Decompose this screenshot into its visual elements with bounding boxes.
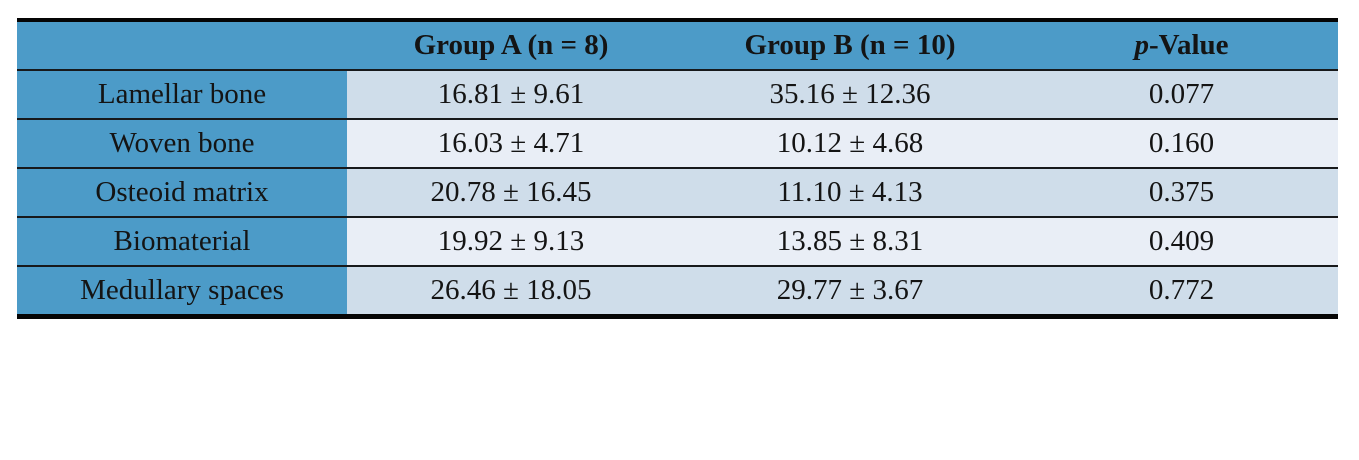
group-b-value: 13.85 ± 8.31	[675, 216, 1025, 266]
row-label: Lamellar bone	[17, 69, 347, 119]
group-a-value: 26.46 ± 18.05	[347, 265, 675, 317]
group-a-value: 16.03 ± 4.71	[347, 118, 675, 168]
header-p-value: p-Value	[1025, 19, 1338, 70]
header-row: Group A (n = 8) Group B (n = 10) p-Value	[17, 19, 1338, 70]
p-value: 0.375	[1025, 167, 1338, 217]
group-b-value: 10.12 ± 4.68	[675, 118, 1025, 168]
row-label: Osteoid matrix	[17, 167, 347, 217]
group-b-value: 29.77 ± 3.67	[675, 265, 1025, 317]
group-b-value: 35.16 ± 12.36	[675, 69, 1025, 119]
table-row-osteoid-matrix: Osteoid matrix 20.78 ± 16.45 11.10 ± 4.1…	[17, 167, 1338, 217]
p-value: 0.772	[1025, 265, 1338, 317]
p-value: 0.077	[1025, 69, 1338, 119]
group-a-value: 20.78 ± 16.45	[347, 167, 675, 217]
group-a-value: 19.92 ± 9.13	[347, 216, 675, 266]
table-row-lamellar-bone: Lamellar bone 16.81 ± 9.61 35.16 ± 12.36…	[17, 69, 1338, 119]
group-b-value: 11.10 ± 4.13	[675, 167, 1025, 217]
histomorphometry-comparison-table: Group A (n = 8) Group B (n = 10) p-Value…	[17, 18, 1338, 319]
row-label: Woven bone	[17, 118, 347, 168]
header-group-a: Group A (n = 8)	[347, 19, 675, 70]
p-value-italic-p: p	[1134, 29, 1150, 61]
table-row-biomaterial: Biomaterial 19.92 ± 9.13 13.85 ± 8.31 0.…	[17, 216, 1338, 266]
row-label: Medullary spaces	[17, 265, 347, 317]
p-value: 0.409	[1025, 216, 1338, 266]
header-group-b: Group B (n = 10)	[675, 19, 1025, 70]
header-empty-cell	[17, 19, 347, 70]
table-row-woven-bone: Woven bone 16.03 ± 4.71 10.12 ± 4.68 0.1…	[17, 118, 1338, 168]
p-value: 0.160	[1025, 118, 1338, 168]
table-row-medullary-spaces: Medullary spaces 26.46 ± 18.05 29.77 ± 3…	[17, 265, 1338, 317]
p-value-rest: -Value	[1149, 29, 1229, 61]
row-label: Biomaterial	[17, 216, 347, 266]
group-a-value: 16.81 ± 9.61	[347, 69, 675, 119]
